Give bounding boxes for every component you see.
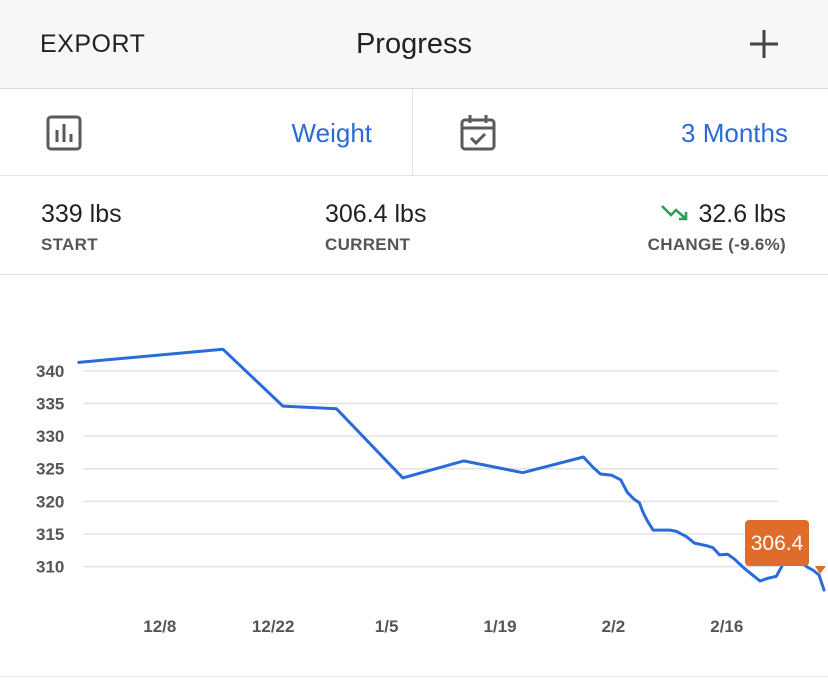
metric-value: Weight xyxy=(291,118,372,148)
range-selector[interactable]: 3 Months xyxy=(414,89,828,175)
plus-icon xyxy=(750,30,778,58)
export-button[interactable]: EXPORT xyxy=(40,30,146,58)
y-tick-label: 330 xyxy=(36,427,64,446)
range-value: 3 Months xyxy=(681,118,788,148)
x-tick-label: 1/19 xyxy=(483,617,516,636)
add-button[interactable] xyxy=(744,24,784,64)
bar-chart-icon xyxy=(46,115,82,151)
y-tick-label: 320 xyxy=(36,492,64,511)
change-value: 32.6 lbs xyxy=(698,200,786,228)
selector-row: Weight 3 Months xyxy=(0,89,828,176)
value-callout xyxy=(745,520,809,566)
x-tick-label: 12/22 xyxy=(252,617,295,636)
y-tick-label: 310 xyxy=(36,558,64,577)
start-value: 339 lbs xyxy=(41,200,122,228)
x-tick-label: 2/2 xyxy=(602,617,626,636)
x-tick-label: 12/8 xyxy=(143,617,176,636)
stat-current: 306.4 lbs CURRENT xyxy=(325,200,426,255)
page-title: Progress xyxy=(355,28,473,60)
divider xyxy=(0,676,828,677)
y-tick-label: 335 xyxy=(36,394,64,413)
y-tick-label: 325 xyxy=(36,460,64,479)
current-label: CURRENT xyxy=(325,235,411,254)
stat-start: 339 lbs START xyxy=(41,200,122,255)
y-tick-label: 340 xyxy=(36,362,64,381)
calendar-check-icon xyxy=(460,115,496,151)
x-tick-label: 1/5 xyxy=(375,617,399,636)
callout-pointer xyxy=(815,566,826,574)
x-tick-label: 2/16 xyxy=(710,617,743,636)
stat-change: 32.6 lbs CHANGE (-9.6%) xyxy=(648,200,786,255)
y-tick-label: 315 xyxy=(36,525,64,544)
series-line xyxy=(77,347,826,592)
weight-line-chart: 310 315 320 325 330 335 340 12/8 12/22 1/5 1/19 2/2… xyxy=(36,347,826,636)
top-bar: EXPORT Progress xyxy=(0,0,828,89)
change-label: CHANGE (-9.6%) xyxy=(647,235,786,254)
weight-chart: 310 315 320 325 330 335 340 12/8 12/22 1/5 1/19 2/2… xyxy=(0,276,828,676)
start-label: START xyxy=(41,235,98,254)
metric-selector[interactable]: Weight xyxy=(0,89,413,175)
change-value-row: 32.6 lbs xyxy=(648,200,786,229)
stats-row: 339 lbs START 306.4 lbs CURRENT 32.6 lbs… xyxy=(0,176,828,275)
current-value: 306.4 lbs xyxy=(325,200,427,228)
trend-down-icon xyxy=(661,205,688,221)
callout-label: 306.4 xyxy=(751,532,804,555)
